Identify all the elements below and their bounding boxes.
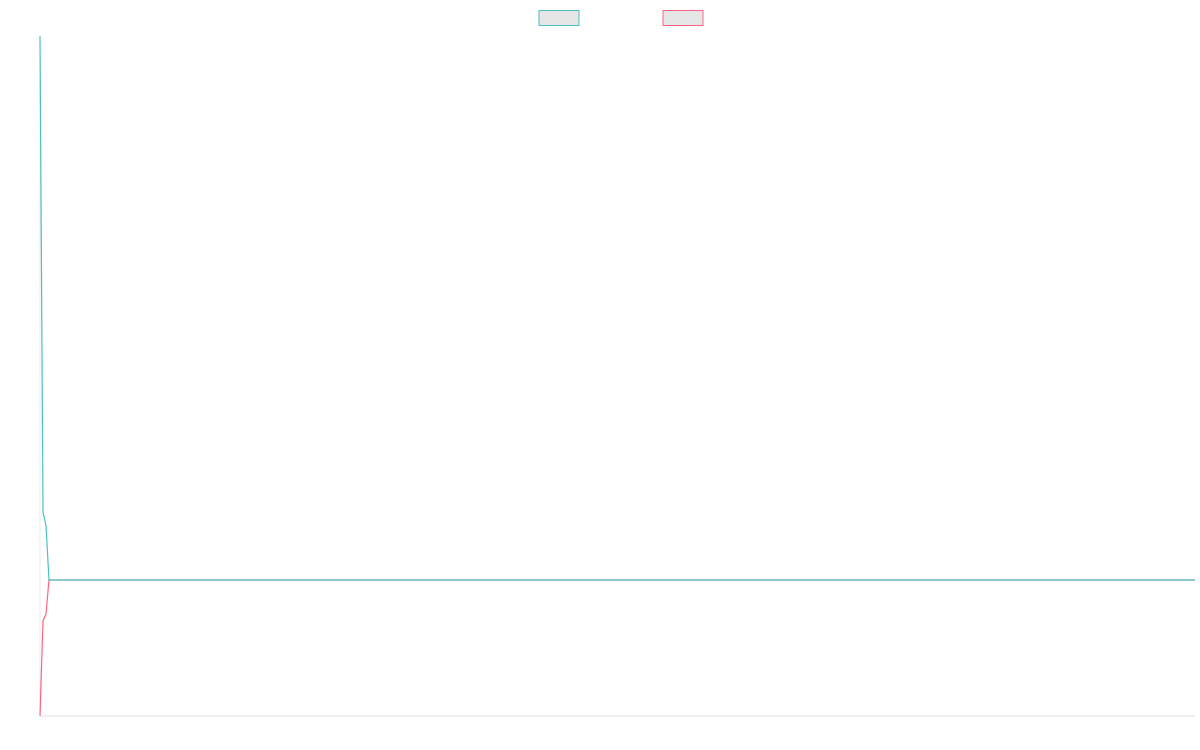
legend-swatch[interactable] (662, 10, 704, 26)
series-line (39, 35, 1195, 581)
series-line (39, 579, 1195, 717)
legend-swatch[interactable] (538, 10, 580, 26)
